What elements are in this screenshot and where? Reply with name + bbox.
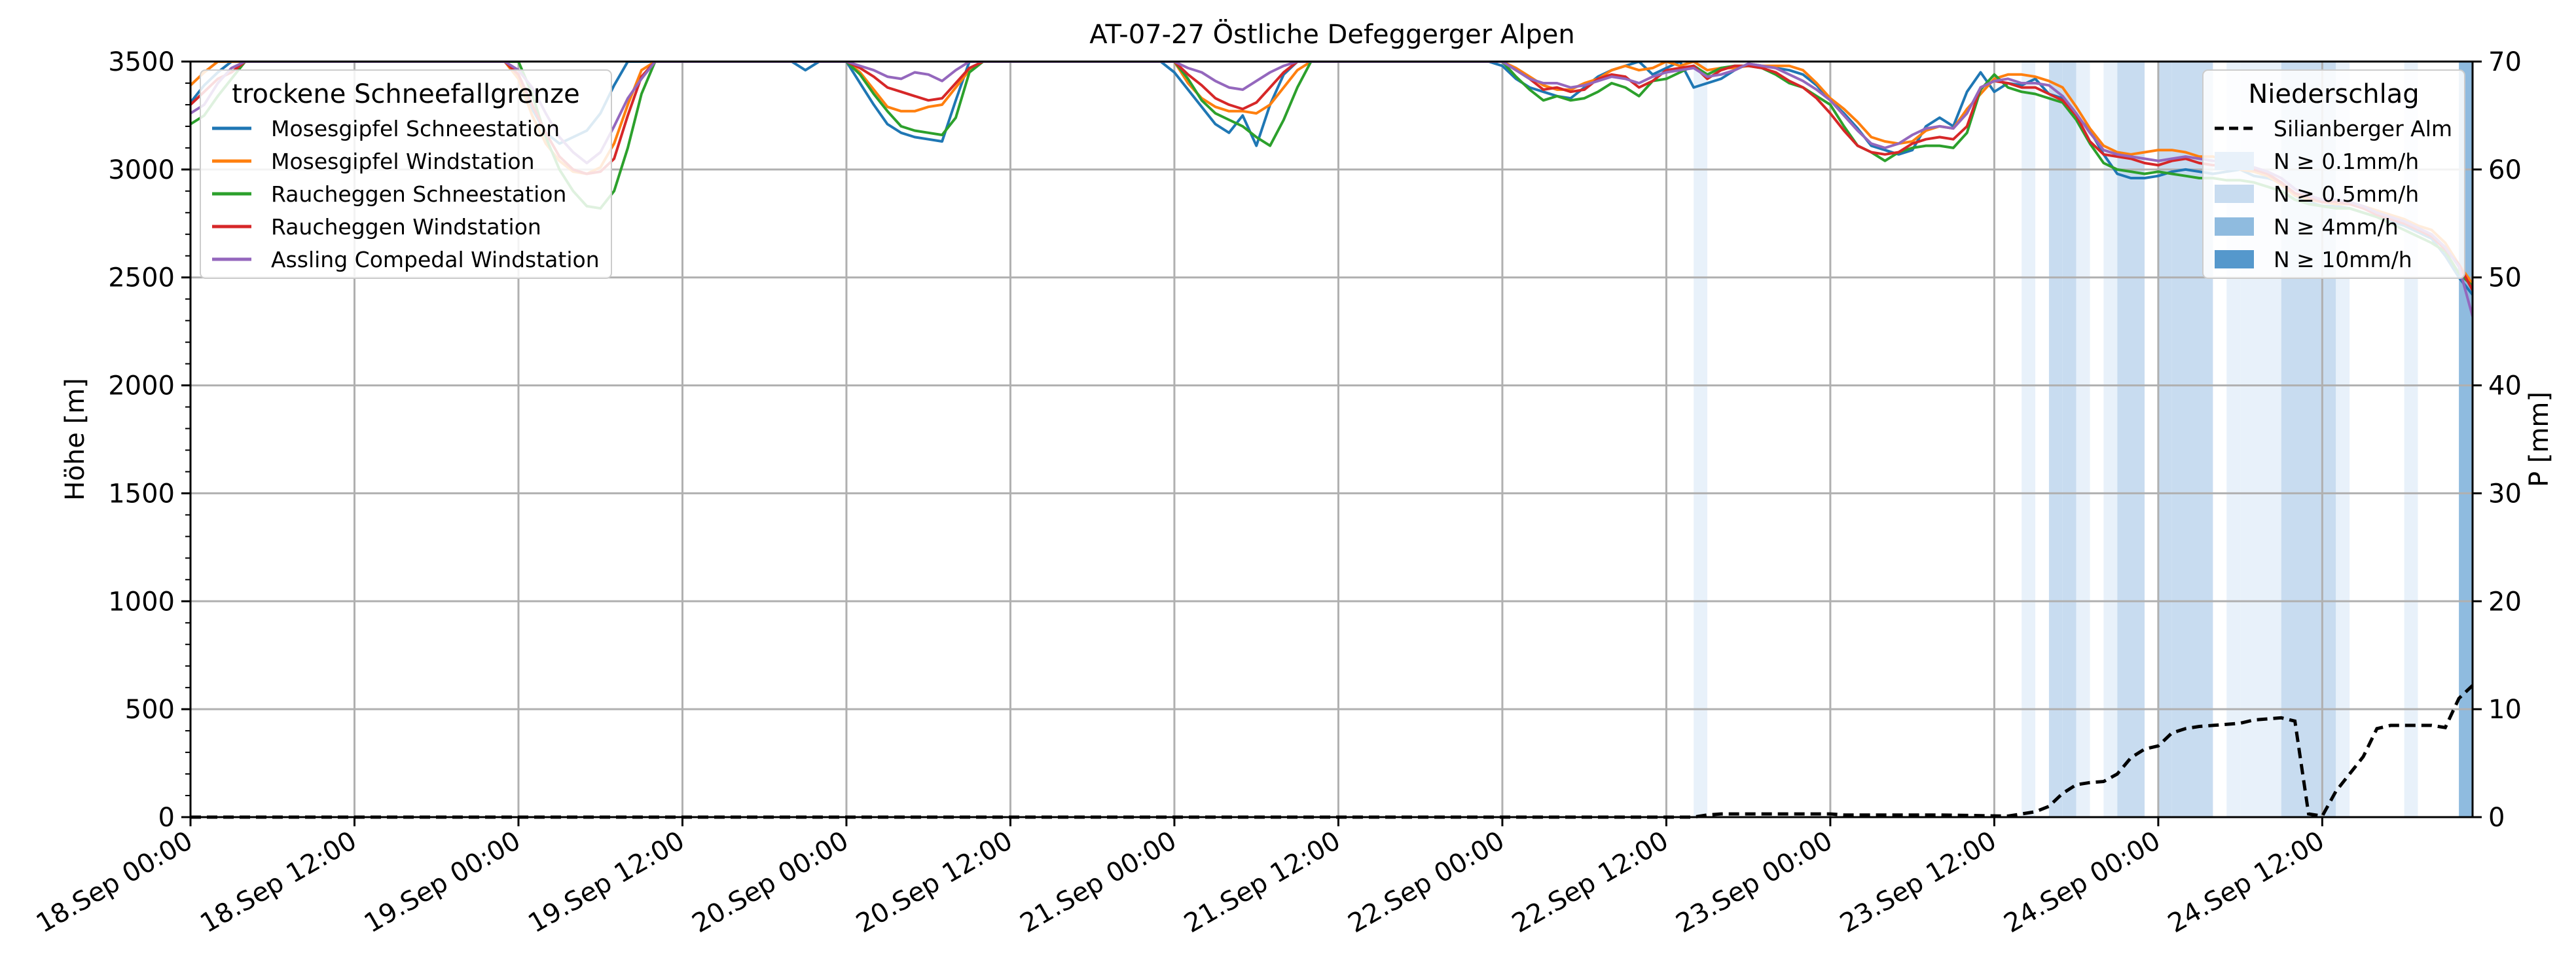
legend-snowline-items: Mosesgipfel Schneestation Mosesgipfel Win… [212,116,600,272]
precip-band-1 [2022,62,2036,817]
y2-axis-label: P [mm] [2524,392,2554,487]
precip-band-7 [2158,62,2172,817]
y-axis-left: 0 500 1000 1500 2000 2500 3000 3500 [108,47,190,833]
legend-precip-box [2202,69,2465,279]
legend-snowline-title: trockene Schneefallgrenze [232,79,579,109]
legend-precip-label-1: N ≥ 0.5mm/h [2274,181,2419,207]
y2-tick-label-5: 50 [2488,263,2522,293]
precip-series [190,684,2474,819]
precip-band-6 [2117,62,2145,817]
precip-band-3 [2062,62,2077,817]
precip-band-0 [1694,62,1708,817]
legend-precip-swatch-3 [2215,250,2254,268]
precip-band-5 [2103,62,2118,817]
y-tick-label-0: 0 [158,803,175,833]
legend-snowline-label-2: Raucheggen Schneestation [271,181,566,207]
y-tick-label-1: 500 [125,695,175,725]
legend-snowline-label-3: Raucheggen Windstation [271,214,541,240]
legend-precip-title: Niederschlag [2248,79,2419,109]
y-tick-label-4: 2000 [108,371,175,401]
legend-snowline-box [200,69,612,279]
legend-precip-label-0: N ≥ 0.1mm/h [2274,149,2419,174]
precip-band-4 [2076,62,2090,817]
legend-snowline-label-0: Mosesgipfel Schneestation [271,116,560,141]
y-tick-label-7: 3500 [108,47,175,77]
y-axis-label: Höhe [m] [60,378,90,500]
legend-precip-items: N ≥ 0.1mm/h N ≥ 0.5mm/h N ≥ 4mm/h N ≥ 10mm/… [2215,149,2419,272]
y-tick-label-2: 1000 [108,587,175,617]
precip-line [190,684,2474,819]
y2-tick-label-4: 40 [2488,371,2522,401]
legend-precip-swatch-1 [2215,185,2254,203]
legend-precip: Niederschlag Silianberger Alm N ≥ 0.1mm/… [2202,69,2465,279]
legend-precip-label-2: N ≥ 4mm/h [2274,214,2399,240]
legend-snowline-label-1: Mosesgipfel Windstation [271,149,535,174]
legend-precip-swatch-2 [2215,217,2254,236]
y-tick-label-5: 2500 [108,263,175,293]
y2-tick-label-6: 60 [2488,155,2522,185]
y2-tick-label-1: 10 [2488,695,2522,725]
plot-frame [189,60,2474,818]
legend-precip-label-3: N ≥ 10mm/h [2274,247,2412,272]
y2-tick-label-7: 70 [2488,47,2522,77]
chart-title: AT-07-27 Östliche Defeggerger Alpen [1089,18,1575,50]
y-axis-right: 0 10 20 30 40 50 60 70 [2473,47,2522,833]
legend-precip-swatch-0 [2215,152,2254,170]
y2-tick-label-3: 30 [2488,479,2522,509]
y-tick-label-3: 1500 [108,479,175,509]
y2-tick-label-0: 0 [2488,803,2505,833]
legend-snowline: trockene Schneefallgrenze Mosesgipfel Sc… [200,69,612,279]
y2-tick-label-2: 20 [2488,587,2522,617]
legend-precip-line-label: Silianberger Alm [2274,116,2452,141]
y-tick-label-6: 3000 [108,155,175,185]
legend-snowline-label-4: Assling Compedal Windstation [271,247,600,272]
precip-band-2 [2048,62,2063,817]
